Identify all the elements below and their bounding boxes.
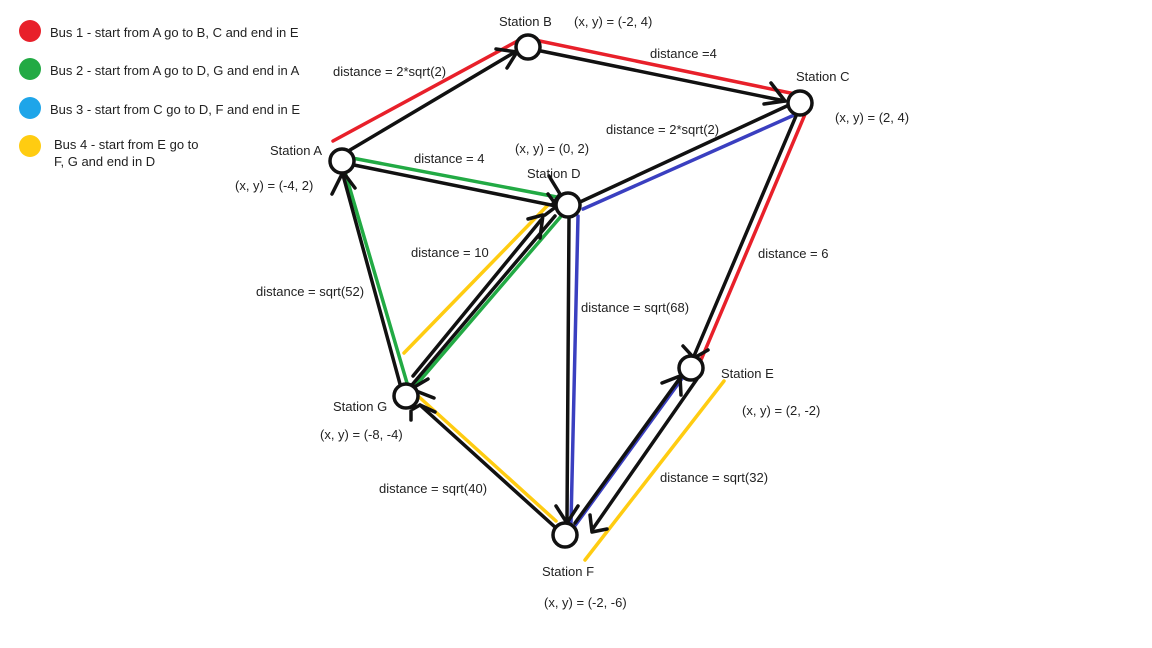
bus-2-segment-dg bbox=[409, 212, 565, 393]
station-b-node bbox=[514, 33, 542, 61]
distance-label-ag: distance = sqrt(52) bbox=[256, 284, 364, 299]
station-c-label: Station C bbox=[796, 69, 849, 84]
bus-2-segment-ga bbox=[343, 170, 409, 385]
edge-c-d bbox=[578, 103, 791, 204]
legend-label-bus-4-line-1: Bus 4 - start from E go to bbox=[54, 137, 199, 152]
arrowhead-e-f bbox=[588, 513, 609, 534]
legend-dot-bus-1 bbox=[19, 20, 41, 42]
station-e-node bbox=[677, 354, 705, 382]
station-g-label: Station G bbox=[333, 399, 387, 414]
distance-label-dc: distance = 2*sqrt(2) bbox=[606, 122, 719, 137]
distance-label-bc: distance =4 bbox=[650, 46, 717, 61]
distance-label-ad: distance = 4 bbox=[414, 151, 484, 166]
station-g-node bbox=[392, 382, 420, 410]
edge-b-c bbox=[539, 49, 787, 103]
edge-g-d bbox=[411, 218, 543, 378]
station-d-node bbox=[554, 191, 582, 219]
legend-dot-bus-4 bbox=[19, 135, 41, 157]
legend-label-bus-1: Bus 1 - start from A go to B, C and end … bbox=[50, 25, 299, 40]
edges bbox=[330, 47, 798, 534]
edge-c-e bbox=[692, 114, 798, 358]
edge-d-g bbox=[404, 214, 557, 394]
legend: Bus 1 - start from A go to B, C and end … bbox=[19, 20, 300, 169]
edge-d-f bbox=[565, 216, 571, 522]
distance-label-ef: distance = sqrt(32) bbox=[660, 470, 768, 485]
distance-label-gf: distance = sqrt(40) bbox=[379, 481, 487, 496]
arrowhead-f-g bbox=[411, 403, 437, 414]
distance-label-ab: distance = 2*sqrt(2) bbox=[333, 64, 446, 79]
station-b-coord: (x, y) = (-2, 4) bbox=[574, 14, 652, 29]
edge-f-e bbox=[573, 376, 682, 525]
edge-e-f bbox=[590, 377, 699, 532]
station-f-node bbox=[551, 521, 579, 549]
edge-g-a bbox=[341, 173, 402, 386]
station-nodes bbox=[328, 33, 814, 549]
legend-label-bus-3: Bus 3 - start from C go to D, F and end … bbox=[50, 102, 300, 117]
station-labels: Station A (x, y) = (-4, 2) Station B (x,… bbox=[235, 14, 909, 610]
distance-label-gd: distance = 10 bbox=[411, 245, 489, 260]
legend-label-bus-4-line-2: F, G and end in D bbox=[54, 154, 155, 169]
bus-1-segment-ce bbox=[699, 110, 808, 362]
edge-f-g bbox=[418, 403, 558, 530]
station-f-label: Station F bbox=[542, 564, 594, 579]
bus-2-segment-ad bbox=[350, 156, 564, 200]
bus-3-segment-df bbox=[569, 214, 580, 525]
station-a-label: Station A bbox=[270, 143, 322, 158]
distance-label-df: distance = sqrt(68) bbox=[581, 300, 689, 315]
station-c-node bbox=[786, 89, 814, 117]
legend-dot-bus-3 bbox=[19, 97, 41, 119]
station-e-coord: (x, y) = (2, -2) bbox=[742, 403, 820, 418]
station-a-coord: (x, y) = (-4, 2) bbox=[235, 178, 313, 193]
arrowhead-g-d bbox=[526, 213, 545, 240]
station-f-coord: (x, y) = (-2, -6) bbox=[544, 595, 627, 610]
arrowhead-b-c bbox=[762, 81, 787, 106]
bus-1-segment-bc bbox=[528, 37, 802, 97]
station-g-coord: (x, y) = (-8, -4) bbox=[320, 427, 403, 442]
edge-a-b bbox=[348, 50, 517, 152]
distance-labels: distance = 2*sqrt(2) distance =4 distanc… bbox=[256, 46, 828, 496]
bus-4-segment-fg bbox=[416, 394, 558, 523]
distance-label-ce: distance = 6 bbox=[758, 246, 828, 261]
station-d-label: Station D bbox=[527, 166, 580, 181]
station-c-coord: (x, y) = (2, 4) bbox=[835, 110, 909, 125]
legend-label-bus-2: Bus 2 - start from A go to D, G and end … bbox=[50, 63, 300, 78]
station-b-label: Station B bbox=[499, 14, 552, 29]
station-d-coord: (x, y) = (0, 2) bbox=[515, 141, 589, 156]
edge-a-d bbox=[352, 163, 558, 208]
station-e-label: Station E bbox=[721, 366, 774, 381]
station-a-node bbox=[328, 147, 356, 175]
bus-4-segment-gd bbox=[402, 203, 550, 355]
legend-dot-bus-2 bbox=[19, 58, 41, 80]
bus-3-segment-cd bbox=[581, 110, 803, 211]
bus-1-segment-ab bbox=[331, 36, 525, 143]
